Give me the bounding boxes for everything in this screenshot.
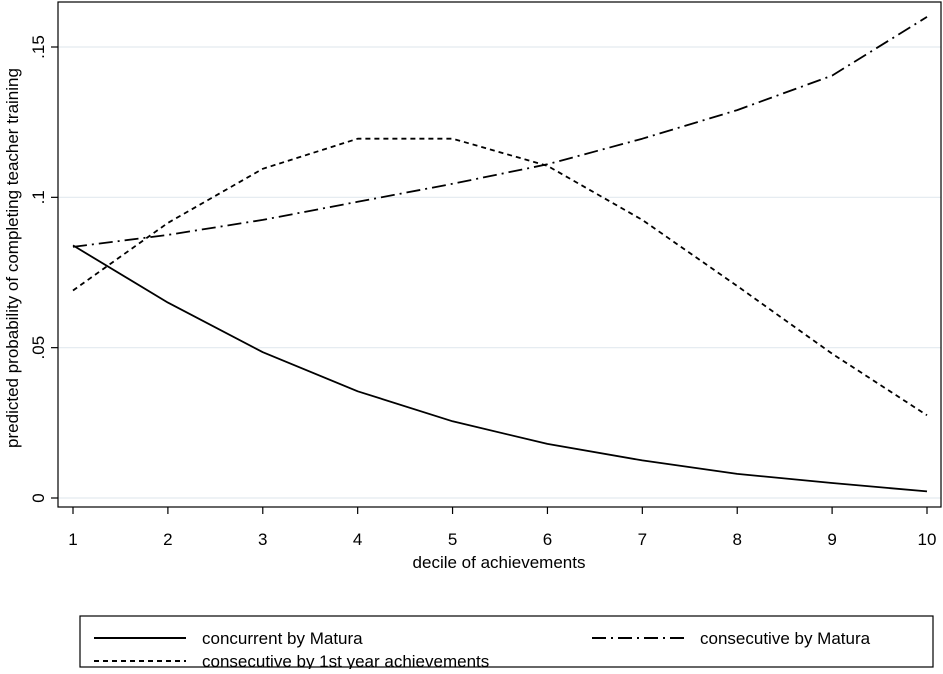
x-tick-label-0: 1 xyxy=(68,530,77,549)
x-tick-label-8: 9 xyxy=(827,530,836,549)
x-tick-label-4: 5 xyxy=(448,530,457,549)
series-layer xyxy=(72,16,928,493)
y-tick-label-1: .05 xyxy=(29,336,48,360)
plot-frame xyxy=(57,1,942,508)
axis-layer: 0 .05 .1 .15 1 2 3 4 5 6 7 8 9 10 xyxy=(29,1,942,549)
legend: concurrent by Matura consecutive by Matu… xyxy=(79,615,934,671)
legend-label-consecutive-by-1st-year: consecutive by 1st year achievements xyxy=(202,652,489,669)
legend-label-concurrent-by-matura: concurrent by Matura xyxy=(202,629,363,648)
y-axis-title: predicted probability of completing teac… xyxy=(3,68,22,448)
legend-label-consecutive-by-matura: consecutive by Matura xyxy=(700,629,871,648)
y-tick-label-0: 0 xyxy=(29,493,48,502)
x-tick-label-7: 8 xyxy=(732,530,741,549)
series-line-2 xyxy=(72,137,928,417)
series-line-1 xyxy=(72,16,928,248)
y-tick-label-2: .1 xyxy=(29,190,48,204)
x-tick-label-2: 3 xyxy=(258,530,267,549)
y-tick-label-3: .15 xyxy=(29,35,48,59)
x-axis-title: decile of achievements xyxy=(413,553,586,572)
x-tick-label-3: 4 xyxy=(353,530,362,549)
x-tick-label-5: 6 xyxy=(543,530,552,549)
series-line-0 xyxy=(72,244,928,493)
x-tick-label-9: 10 xyxy=(918,530,937,549)
legend-box xyxy=(79,615,934,668)
x-tick-label-1: 2 xyxy=(163,530,172,549)
x-tick-label-6: 7 xyxy=(638,530,647,549)
grid-layer xyxy=(58,46,941,499)
